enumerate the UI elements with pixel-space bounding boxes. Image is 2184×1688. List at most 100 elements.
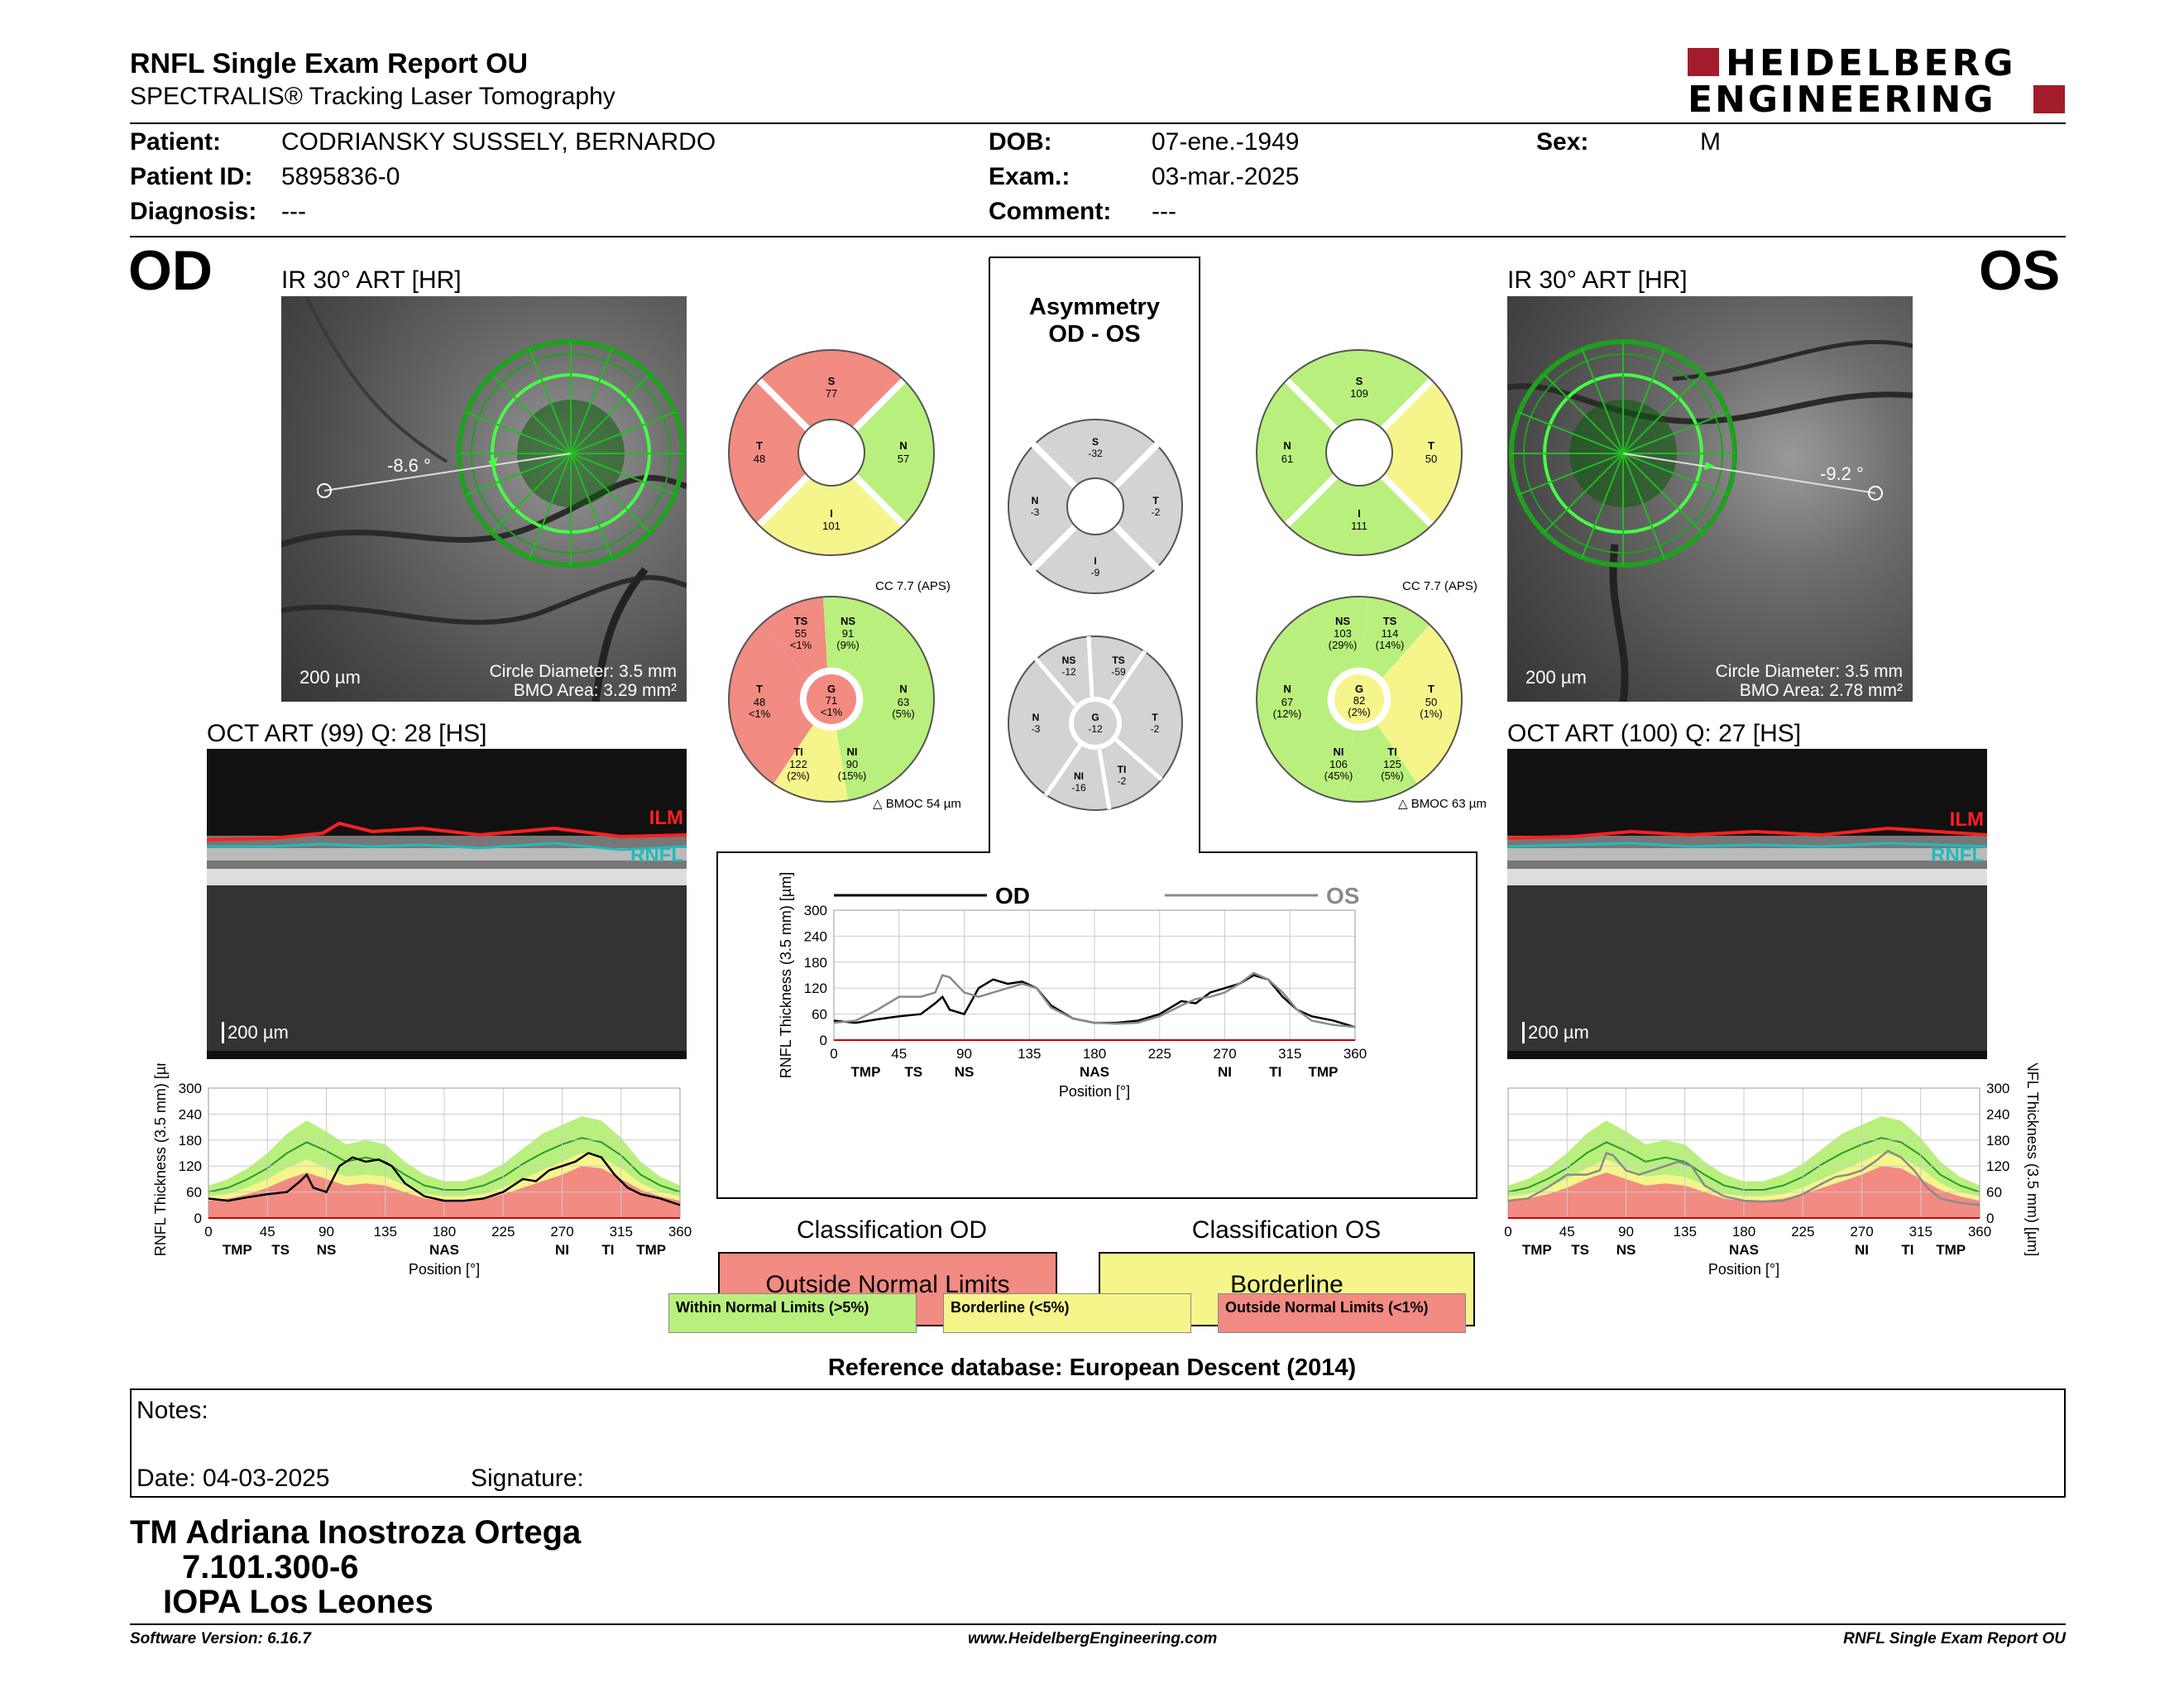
y-tick-label: 240 <box>179 1106 202 1122</box>
svg-text:(5%): (5%) <box>1381 770 1403 782</box>
svg-text:T: T <box>756 439 763 452</box>
sector-label: NI <box>555 1242 569 1258</box>
exam-label: Exam.: <box>989 163 1070 190</box>
svg-text:-9: -9 <box>1091 567 1100 578</box>
footer-report-name: RNFL Single Exam Report OU <box>1843 1630 2066 1647</box>
svg-text:S: S <box>1356 375 1363 387</box>
reference-database: Reference database: European Descent (20… <box>827 1355 1357 1381</box>
od-scale-label: 200 µm <box>299 667 361 688</box>
svg-text:50: 50 <box>1425 453 1437 465</box>
svg-text:N: N <box>899 439 907 452</box>
x-tick-label: 270 <box>1850 1224 1873 1240</box>
os-quad-s <box>1286 349 1432 429</box>
os-oct-bscan: ILM RNFL 200 µm <box>1507 749 1987 1059</box>
svg-text:NI: NI <box>847 746 858 758</box>
classification-os-title: Classification OS <box>1191 1216 1382 1244</box>
svg-text:T: T <box>1428 683 1434 695</box>
heidelberg-logo: HEIDELBERG ENGINEERING <box>1688 42 2068 121</box>
x-tick-label: 180 <box>1732 1224 1755 1240</box>
website-link[interactable]: www.HeidelbergEngineering.com <box>968 1630 1218 1647</box>
os-bmo-area: BMO Area: 2.78 mm² <box>1739 681 1903 700</box>
x-tick-label: 360 <box>1968 1224 1991 1240</box>
od-angle-label: -8.6 ° <box>387 455 431 476</box>
svg-text:I: I <box>1094 555 1096 567</box>
x-tick-label: 135 <box>374 1224 397 1240</box>
y-axis-label: RNFL Thickness (3.5 mm) [µm] <box>152 1063 169 1256</box>
svg-text:106: 106 <box>1329 758 1348 770</box>
x-tick-label: 45 <box>891 1046 907 1062</box>
od-fundus-overlay <box>281 296 687 702</box>
os-sector-ts <box>1363 597 1430 678</box>
svg-text:NI: NI <box>1074 770 1084 782</box>
svg-text:(45%): (45%) <box>1324 770 1353 782</box>
diagnosis-value: --- <box>281 198 306 225</box>
y-tick-label: 120 <box>804 981 827 996</box>
svg-text:NS: NS <box>1062 655 1076 666</box>
svg-text:NS: NS <box>841 615 855 627</box>
date-label: Date: 04-03-2025 <box>136 1465 330 1492</box>
os-rnfl-label: RNFL <box>1931 844 1984 866</box>
svg-text:TI: TI <box>793 746 803 758</box>
sector-label: TI <box>601 1242 614 1258</box>
svg-text:82: 82 <box>1353 694 1365 707</box>
od-ir-title: IR 30° ART [HR] <box>281 266 462 294</box>
svg-text:-59: -59 <box>1111 666 1126 678</box>
os-sector-ns <box>1301 596 1367 674</box>
svg-text:125: 125 <box>1383 758 1401 770</box>
patient-name: CODRIANSKY SUSSELY, BERNARDO <box>281 128 716 156</box>
svg-text:G: G <box>1091 712 1099 723</box>
svg-text:(9%): (9%) <box>836 639 859 651</box>
x-tick-label: 270 <box>1213 1046 1236 1062</box>
comment-label: Comment: <box>989 198 1112 225</box>
os-angle-label: -9.2 ° <box>1820 463 1864 484</box>
svg-text:91: 91 <box>842 627 854 640</box>
dob-value: 07-ene.-1949 <box>1152 128 1300 156</box>
svg-text:NI: NI <box>1334 746 1344 758</box>
os-quad-i <box>1286 476 1432 556</box>
svg-text:61: 61 <box>1281 453 1293 465</box>
svg-text:-2: -2 <box>1152 506 1161 518</box>
svg-text:T: T <box>756 683 763 695</box>
sector-label: TS <box>271 1242 290 1258</box>
svg-text:TS: TS <box>794 615 808 627</box>
classification-od-title: Classification OD <box>796 1216 988 1244</box>
sector-label: NAS <box>1729 1242 1759 1258</box>
svg-text:N: N <box>1283 683 1291 695</box>
sector-label: TS <box>1571 1242 1589 1258</box>
y-tick-label: 60 <box>186 1185 202 1201</box>
x-tick-label: 90 <box>318 1224 334 1240</box>
x-tick-label: 180 <box>1083 1046 1106 1062</box>
x-tick-label: 315 <box>1909 1224 1933 1240</box>
y-tick-label: 120 <box>1986 1158 2009 1174</box>
x-tick-label: 0 <box>830 1046 837 1062</box>
svg-text:(15%): (15%) <box>838 770 867 782</box>
sector-label: TMP <box>223 1242 252 1258</box>
svg-text:<1%: <1% <box>790 639 812 651</box>
y-tick-label: 60 <box>812 1007 827 1023</box>
os-sector-t <box>1377 625 1462 784</box>
y-tick-label: 0 <box>1986 1211 1994 1226</box>
sector-label: NAS <box>429 1242 459 1258</box>
software-version: Software Version: 6.16.7 <box>130 1630 311 1647</box>
od-sector-n <box>850 615 934 765</box>
svg-text:-2: -2 <box>1151 723 1160 735</box>
x-axis-label: Position [°] <box>1059 1083 1130 1100</box>
sector-label: NAS <box>1080 1064 1109 1080</box>
x-tick-label: 270 <box>550 1224 573 1240</box>
od-oct-scale: 200 µm <box>222 1022 289 1043</box>
y-tick-label: 0 <box>194 1211 202 1226</box>
y-tick-label: 300 <box>804 903 827 918</box>
y-tick-label: 180 <box>804 955 827 971</box>
sector-label: TMP <box>1309 1064 1339 1080</box>
os-quad-t <box>1382 380 1463 525</box>
y-tick-label: 240 <box>1986 1106 2009 1122</box>
svg-text:-32: -32 <box>1088 448 1103 459</box>
svg-text:-12: -12 <box>1088 723 1103 735</box>
svg-text:122: 122 <box>789 758 807 770</box>
od-circle-diameter: Circle Diameter: 3.5 mm <box>489 662 677 681</box>
od-rnfl-profile-chart: 0 45 90 135 180 225 270 315 360 0 60 120 180 240 300 TM… <box>152 1063 692 1278</box>
od-oct-title: OCT ART (99) Q: 28 [HS] <box>207 720 487 747</box>
svg-text:(1%): (1%) <box>1420 707 1442 720</box>
os-quadrant-wheel: S 109 N 61 T 50 I 111 <box>1256 349 1463 556</box>
comment-value: --- <box>1152 198 1176 225</box>
